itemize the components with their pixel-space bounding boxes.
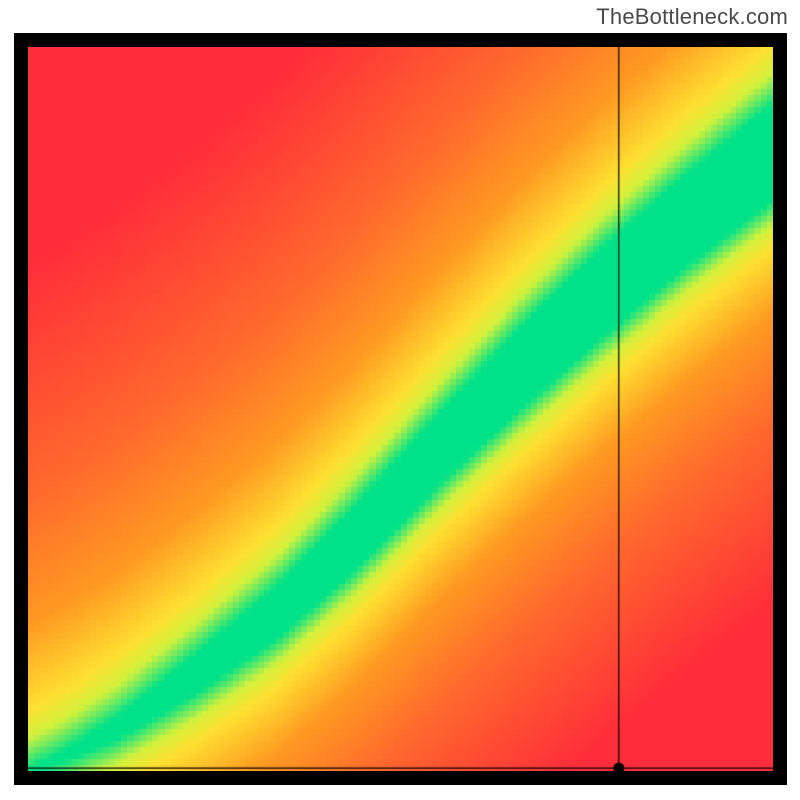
- plot-frame: [0, 0, 800, 800]
